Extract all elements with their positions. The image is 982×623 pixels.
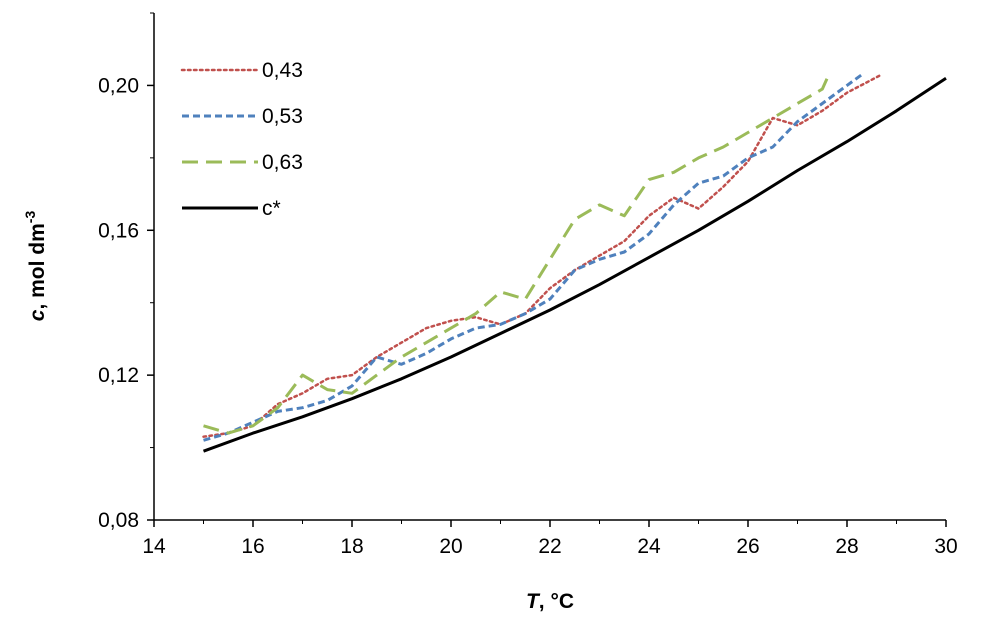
x-tick-label-14: 14 [142, 535, 166, 558]
legend: 0,43 0,53 0,63 c* [180, 59, 303, 220]
y-tick-label-3: 0,20 [98, 74, 139, 97]
ticks [147, 12, 947, 527]
y-tick-label-0: 0,08 [98, 509, 139, 532]
series-line-1 [203, 73, 863, 442]
x-tick-label-28: 28 [835, 535, 858, 558]
x-tick-label-24: 24 [637, 535, 661, 558]
x-tick-label-26: 26 [736, 535, 759, 558]
legend-label-3: c* [262, 197, 281, 220]
y-tick-label-2: 0,16 [98, 219, 139, 242]
x-tick-label-16: 16 [241, 535, 264, 558]
legend-label-0: 0,43 [262, 59, 303, 82]
axes [153, 13, 946, 521]
series-group [202, 73, 947, 453]
x-tick-label-18: 18 [340, 535, 363, 558]
x-tick-label-20: 20 [439, 535, 462, 558]
x-tick-label-22: 22 [538, 535, 561, 558]
tick-labels: 14 16 18 20 22 24 26 28 30 0,08 0,12 0,16 0,20 [98, 74, 958, 558]
y-tick-label-1: 0,12 [98, 364, 139, 387]
series-line-3 [202, 76, 947, 453]
legend-label-2: 0,63 [262, 151, 303, 174]
legend-label-1: 0,53 [262, 105, 303, 128]
series-line-2 [203, 77, 829, 435]
y-axis-title: c, mol dm-3 [22, 211, 49, 322]
series-line-0 [202, 73, 883, 438]
x-axis-title: T, °C [526, 590, 574, 613]
x-tick-label-30: 30 [934, 535, 957, 558]
